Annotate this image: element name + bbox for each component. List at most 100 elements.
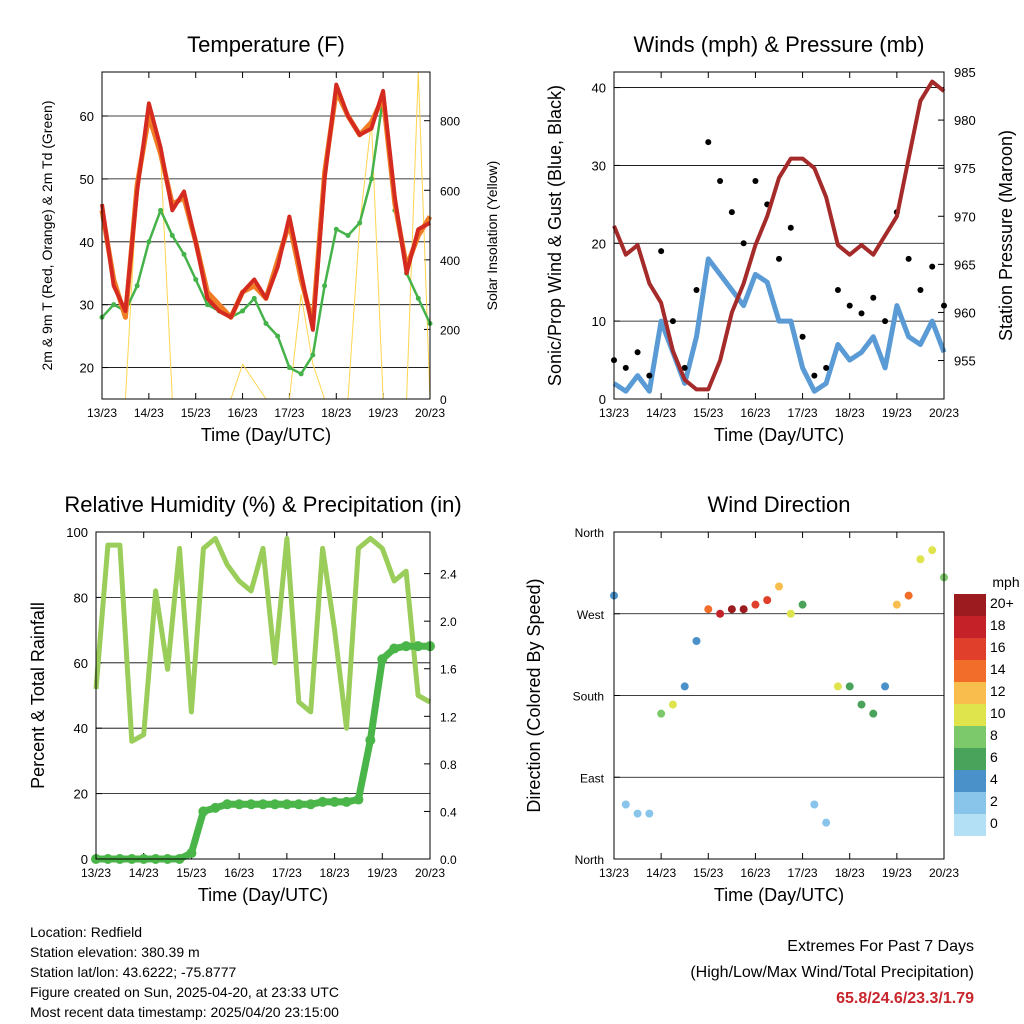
winds-frame: [613, 71, 945, 400]
temperature-y2tick-label: 200: [440, 323, 460, 337]
precip-point: [353, 794, 364, 805]
direction-ytick-label: North: [575, 853, 604, 867]
temperature-ytick-label: 20: [80, 361, 94, 376]
gust-point: [834, 287, 841, 293]
humidity-xtick-label: 17/23: [272, 866, 302, 880]
winds-y2tick-label: 980: [954, 113, 976, 128]
direction-ylabel: Direction (Colored By Speed): [524, 578, 544, 812]
direction-xtick-label: 17/23: [788, 866, 818, 880]
humidity-xtick-label: 14/23: [129, 866, 159, 880]
winds-xtick-label: 13/23: [599, 406, 629, 420]
legend-label: 2: [990, 793, 998, 809]
gust-point: [634, 349, 641, 356]
gust-point: [622, 364, 629, 371]
temperature-xtick-label: 19/23: [368, 406, 398, 420]
winds-ylabel: Sonic/Prop Wind & Gust (Blue, Black): [545, 85, 565, 386]
precip-point: [329, 796, 340, 807]
gust-point: [728, 209, 735, 216]
precip-point: [377, 654, 388, 665]
extremes-title: Extremes For Past 7 Days: [787, 938, 974, 955]
direction-point: [845, 682, 854, 691]
precip-point: [269, 799, 280, 810]
temperature-y2tick-label: 0: [440, 393, 447, 407]
precip-point: [341, 796, 352, 807]
humidity-ytick-label: 40: [74, 721, 88, 736]
winds-xtick-label: 19/23: [882, 406, 912, 420]
temperature-ytick-label: 40: [80, 235, 94, 250]
direction-xtick-label: 15/23: [693, 866, 723, 880]
gust-point: [929, 263, 936, 270]
winds-xtick-label: 17/23: [788, 406, 818, 420]
humidity-y2tick-label: 0.0: [440, 853, 457, 867]
legend-label: 10: [990, 705, 1006, 721]
gust-point: [799, 333, 806, 340]
winds-y2tick-label: 965: [954, 257, 976, 272]
temperature-y2tick-label: 400: [440, 254, 460, 268]
winds-xtick-label: 14/23: [646, 406, 676, 420]
humidity-xtick-label: 20/23: [415, 866, 445, 880]
direction-point: [904, 591, 913, 600]
legend-swatch: [954, 638, 986, 660]
wind-speed-line: [612, 256, 947, 394]
legend-label: 4: [990, 771, 998, 787]
dewpoint-point: [263, 321, 269, 327]
dewpoint-point: [134, 283, 140, 289]
temperature-xtick-label: 15/23: [181, 406, 211, 420]
winds-ytick-label: 30: [592, 158, 606, 173]
winds-y2tick-label: 975: [954, 161, 976, 176]
location-label: Location: Redfield: [30, 924, 143, 940]
humidity-title: Relative Humidity (%) & Precipitation (i…: [64, 492, 461, 517]
direction-point: [822, 818, 831, 827]
precip-point: [293, 799, 304, 810]
direction-point: [892, 600, 901, 609]
direction-point: [751, 600, 760, 609]
temperature-xtick-label: 13/23: [87, 406, 117, 420]
dewpoint-point: [298, 371, 304, 377]
dewpoint-point: [310, 352, 316, 358]
dewpoint-point: [368, 176, 374, 182]
dewpoint-point: [204, 302, 210, 308]
direction-xtick-label: 16/23: [740, 866, 770, 880]
legend-label: 6: [990, 749, 998, 765]
direction-point: [739, 605, 748, 614]
winds-y2label: Station Pressure (Maroon): [996, 130, 1016, 341]
direction-xtick-label: 13/23: [599, 866, 629, 880]
humidity-ytick-label: 0: [81, 852, 88, 867]
gust-point: [811, 372, 818, 379]
legend-swatch: [954, 814, 986, 836]
legend-swatch: [954, 616, 986, 638]
gust-point: [669, 318, 676, 325]
pressure-line: [612, 79, 946, 392]
humidity-xtick-label: 19/23: [367, 866, 397, 880]
direction-point: [692, 637, 701, 645]
precip-point: [401, 641, 412, 652]
temperature-ytick-label: 60: [80, 109, 94, 124]
winds-xtick-label: 15/23: [693, 406, 723, 420]
winds-xtick-label: 20/23: [929, 406, 959, 420]
gust-point: [846, 302, 853, 309]
direction-point: [798, 600, 807, 609]
direction-point: [869, 709, 878, 718]
dewpoint-point: [111, 302, 117, 308]
direction-xtick-label: 18/23: [835, 866, 865, 880]
direction-point: [786, 609, 795, 618]
humidity-line: [93, 536, 432, 744]
winds-xlabel: Time (Day/UTC): [714, 425, 844, 445]
temperature-title: Temperature (F): [187, 32, 345, 57]
winds-ytick-label: 10: [592, 314, 606, 329]
dewpoint-point: [357, 220, 363, 226]
precip-point: [234, 799, 245, 810]
gust-point: [917, 287, 924, 293]
gust-point: [752, 178, 759, 184]
precip-point: [413, 641, 424, 652]
recent-timestamp-label: Most recent data timestamp: 2025/04/20 2…: [30, 1004, 339, 1020]
winds-y2tick-label: 970: [954, 209, 976, 224]
gust-point: [658, 248, 665, 255]
dewpoint-point: [193, 277, 199, 283]
dewpoint-point: [275, 333, 281, 339]
legend-label: 16: [990, 639, 1006, 655]
temperature-y2tick-label: 800: [440, 115, 460, 129]
legend-title: mph: [992, 574, 1019, 590]
t2m-line: [100, 82, 431, 332]
direction-point: [810, 800, 819, 809]
